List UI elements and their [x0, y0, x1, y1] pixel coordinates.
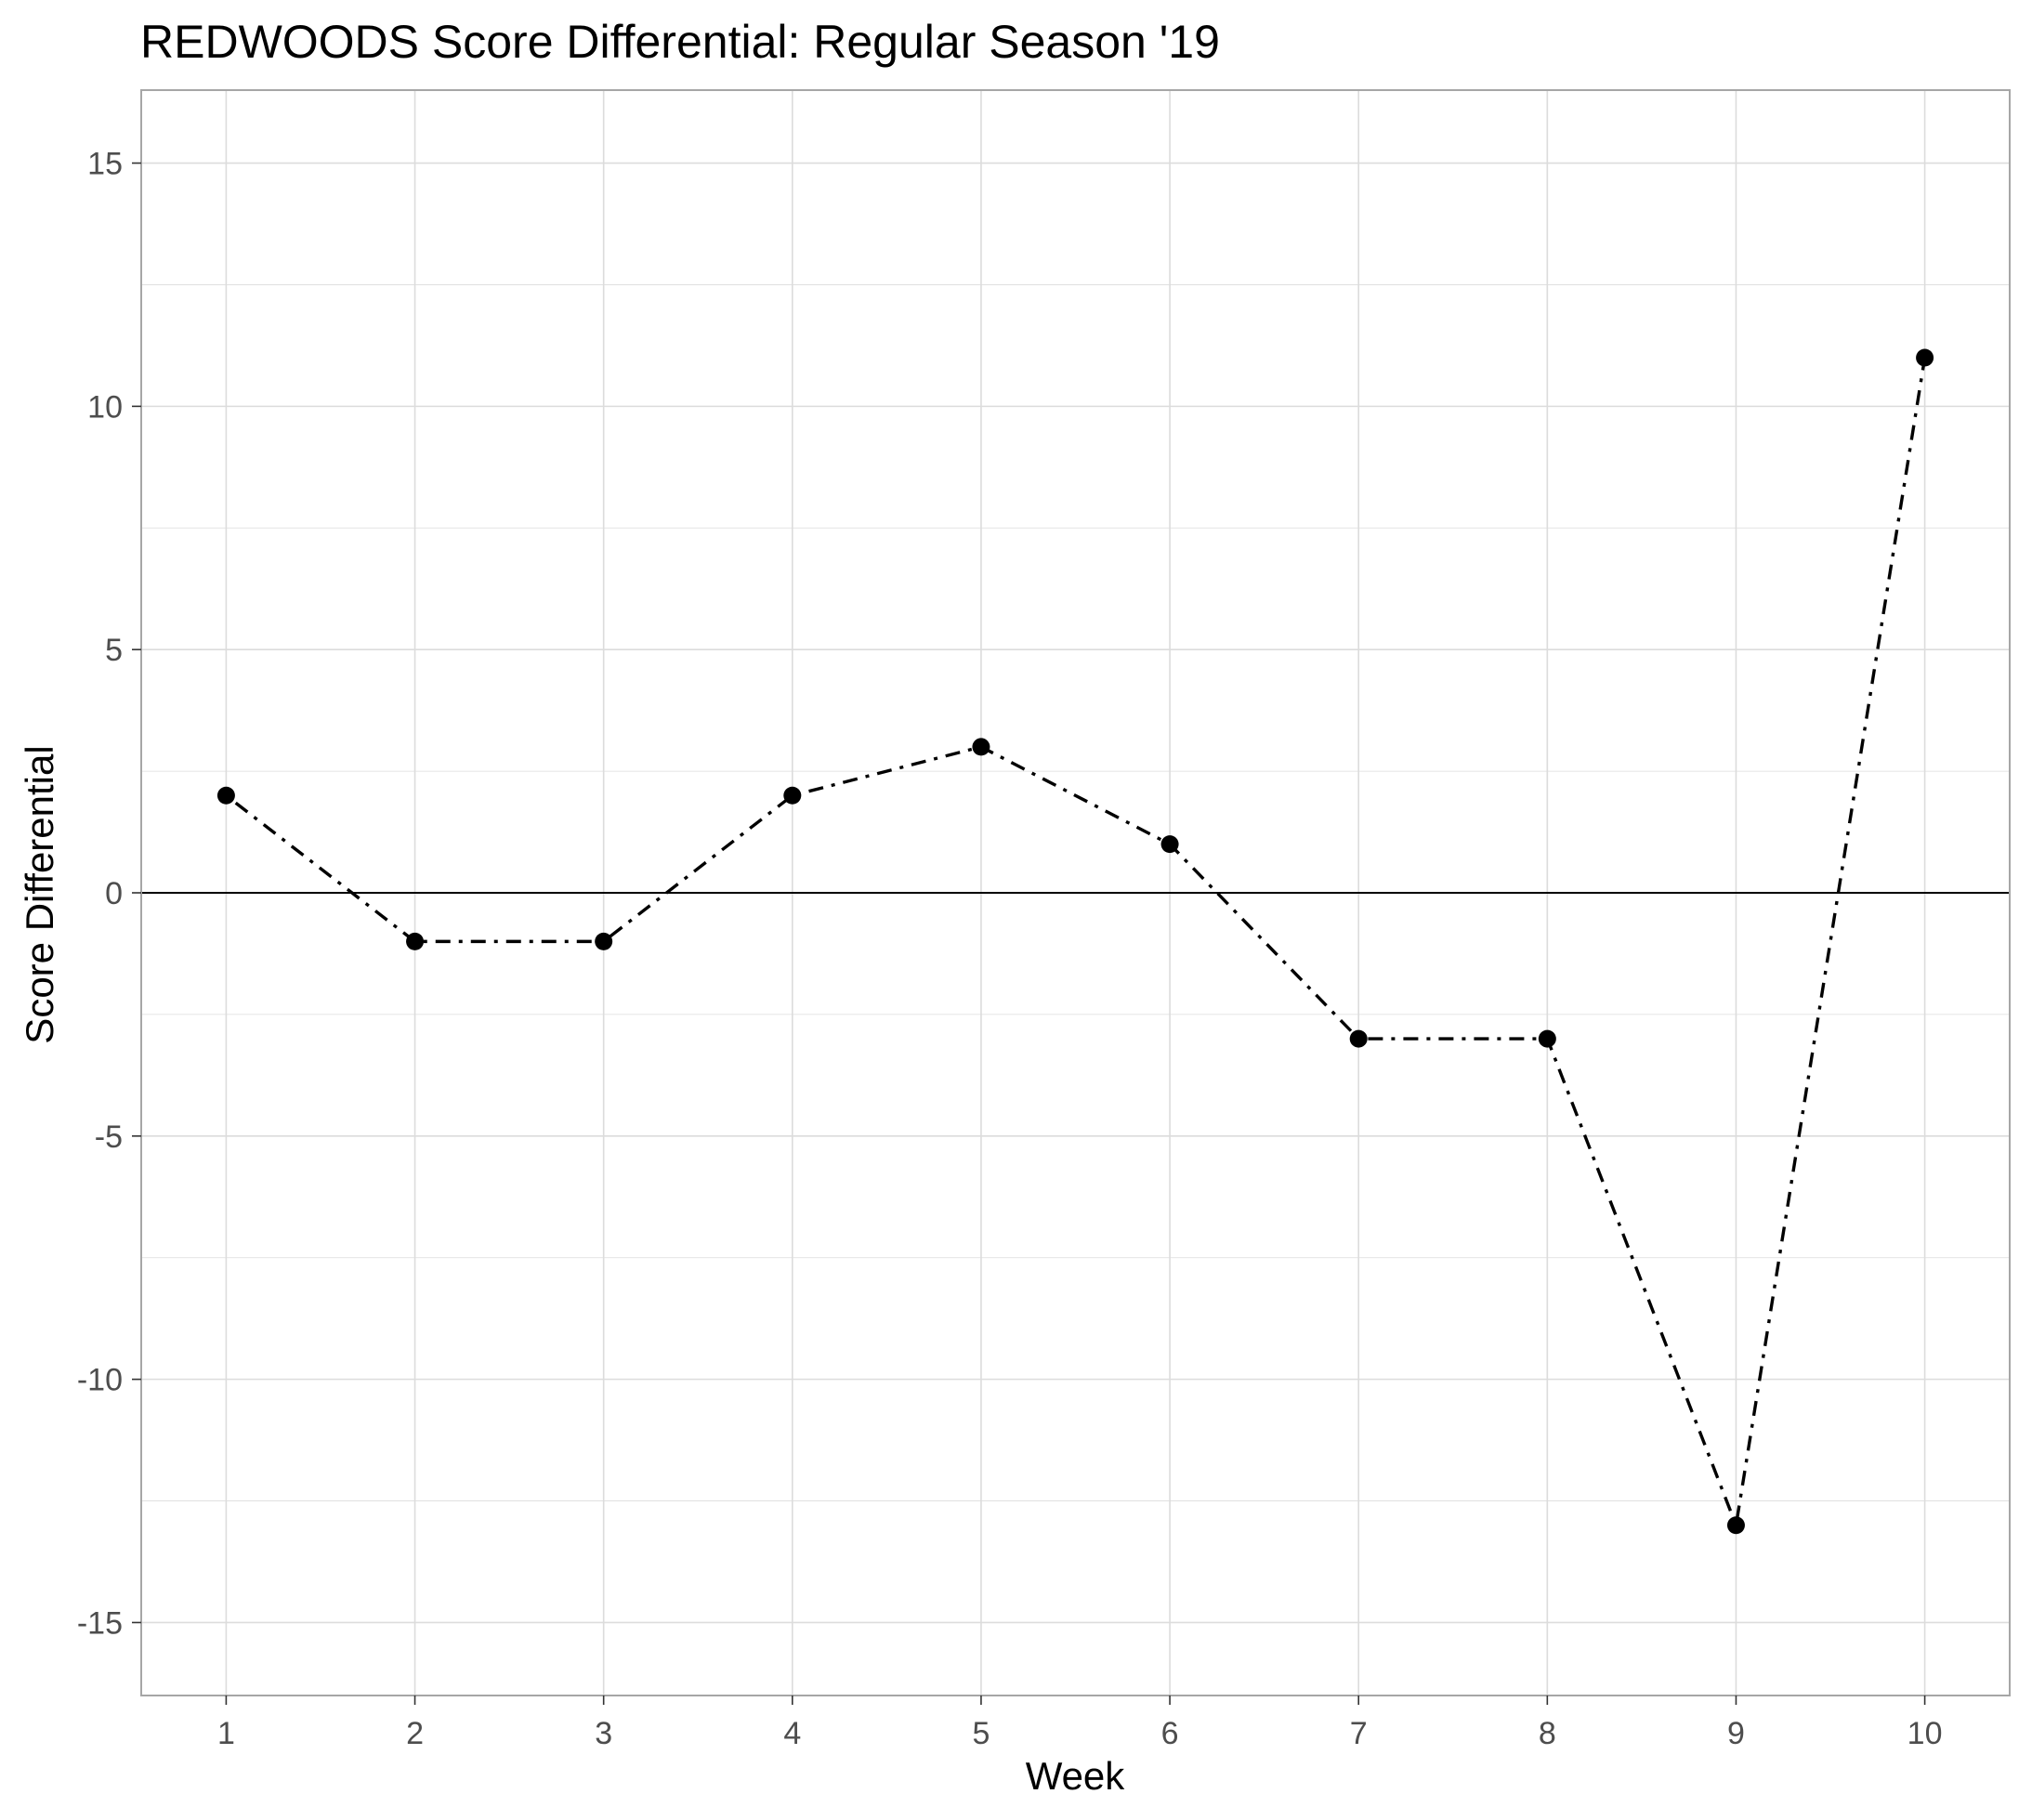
y-tick-label: 5	[105, 633, 123, 668]
x-tick-label: 10	[1907, 1716, 1943, 1751]
y-axis-title: Score Differential	[18, 745, 61, 1043]
x-tick-label: 9	[1727, 1716, 1745, 1751]
y-tick-label: -5	[95, 1119, 123, 1155]
y-tick-label: 0	[105, 876, 123, 911]
x-axis-title: Week	[1026, 1754, 1126, 1798]
x-tick-label: 4	[783, 1716, 801, 1751]
data-point-week-7	[1349, 1029, 1368, 1048]
y-tick-label: 10	[87, 389, 123, 425]
data-point-week-1	[216, 786, 235, 805]
chart-title: REDWOODS Score Differential: Regular Sea…	[140, 16, 1220, 68]
y-tick-label: -15	[77, 1605, 123, 1641]
series-line-group	[225, 357, 1927, 1527]
x-axis-ticks: 1 2 3 4 5 6 7 8 9 10	[217, 1696, 1943, 1751]
x-tick-label: 3	[595, 1716, 612, 1751]
x-tick-label: 7	[1350, 1716, 1368, 1751]
data-point-week-2	[406, 932, 425, 950]
series-line	[225, 357, 1927, 1527]
x-tick-label: 6	[1161, 1716, 1179, 1751]
data-point-week-3	[595, 932, 613, 950]
x-tick-label: 8	[1539, 1716, 1556, 1751]
x-tick-label: 1	[217, 1716, 235, 1751]
data-points	[216, 348, 1934, 1535]
data-point-week-10	[1916, 348, 1934, 367]
x-tick-label: 5	[972, 1716, 990, 1751]
data-point-week-9	[1726, 1516, 1745, 1535]
data-point-week-6	[1160, 835, 1179, 854]
y-tick-label: -10	[77, 1363, 123, 1398]
data-point-week-4	[783, 786, 802, 805]
y-axis-ticks: 15 10 5 0 -5 -10 -15	[77, 147, 141, 1641]
data-point-week-8	[1538, 1029, 1556, 1048]
x-tick-label: 2	[406, 1716, 424, 1751]
y-tick-label: 15	[87, 147, 123, 182]
data-point-week-5	[972, 738, 990, 756]
